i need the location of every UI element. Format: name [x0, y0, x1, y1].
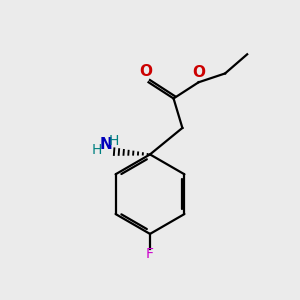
Text: H: H [91, 143, 102, 157]
Text: F: F [146, 247, 154, 261]
Text: O: O [139, 64, 152, 79]
Text: H: H [109, 134, 119, 148]
Text: N: N [100, 136, 113, 152]
Text: O: O [193, 65, 206, 80]
